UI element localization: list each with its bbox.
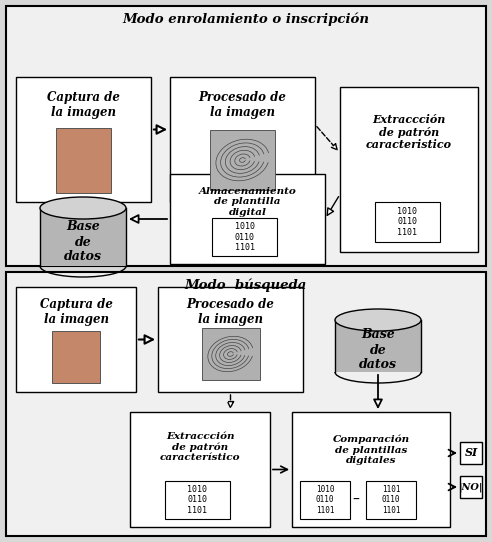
Bar [6,272,486,536]
Bar [460,442,482,464]
Bar [6,6,486,266]
Bar [366,481,416,519]
Text: Comparación
de plantillas
digitales: Comparación de plantillas digitales [333,435,409,465]
Bar [340,87,478,252]
Text: Procesado de
la imagen: Procesado de la imagen [199,91,286,119]
Bar [16,287,136,392]
Bar [56,127,111,192]
Bar [165,481,230,519]
Text: 1010
0110
1101: 1010 0110 1101 [398,207,418,237]
Bar [375,202,440,242]
Text: Captura de
la imagen: Captura de la imagen [39,298,113,326]
Bar [202,328,259,380]
Bar [170,174,325,264]
Text: 1010
0110
1101: 1010 0110 1101 [235,222,254,252]
Ellipse shape [40,197,126,219]
Bar [292,412,450,527]
Text: –: – [353,493,360,507]
Text: 1010
0110
1101: 1010 0110 1101 [316,485,334,515]
Bar [40,208,126,266]
Bar [460,476,482,498]
Bar [52,331,100,383]
Bar [16,77,151,202]
Bar [130,412,270,527]
Text: 1101
0110
1101: 1101 0110 1101 [382,485,400,515]
Bar [210,130,275,190]
Text: Base
de
datos: Base de datos [64,221,102,263]
Text: 1010
0110
1101: 1010 0110 1101 [187,485,208,515]
Text: Procesado de
la imagen: Procesado de la imagen [186,298,275,326]
Bar [335,320,421,372]
Bar [170,77,315,202]
Text: Almacenamiento
de plantilla
digital: Almacenamiento de plantilla digital [199,187,296,217]
Text: Base
de
datos: Base de datos [359,328,397,371]
Text: Modo enrolamiento o inscripción: Modo enrolamiento o inscripción [123,12,369,26]
Bar [300,481,350,519]
Bar [212,218,277,256]
Text: Extraccción
de patrón
característico: Extraccción de patrón característico [160,432,240,462]
Text: Modo  búsqueda: Modo búsqueda [185,278,307,292]
Text: SI: SI [464,448,478,459]
Bar [158,287,303,392]
Text: |NO|: |NO| [459,482,483,492]
Text: Captura de
la imagen: Captura de la imagen [47,91,120,119]
Ellipse shape [335,309,421,331]
Text: Extraccción
de patrón
caracteristico: Extraccción de patrón caracteristico [366,114,452,150]
